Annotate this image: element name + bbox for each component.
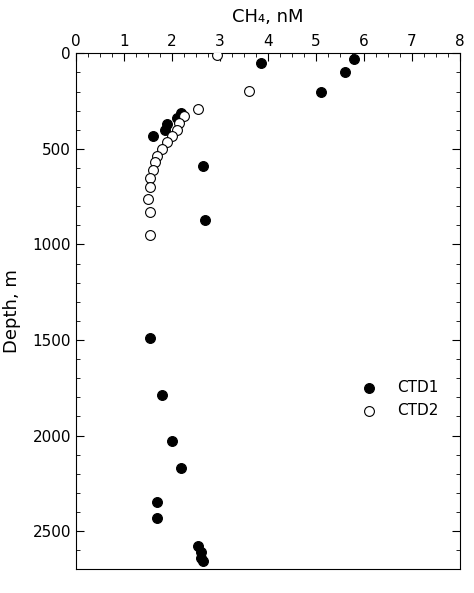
CTD1: [350, 55, 358, 64]
CTD2: [144, 194, 152, 203]
CTD2: [245, 86, 252, 95]
CTD1: [149, 131, 156, 141]
CTD2: [214, 50, 221, 60]
CTD2: [146, 173, 154, 182]
CTD1: [158, 391, 166, 400]
CTD1: [197, 547, 204, 557]
X-axis label: CH₄, nM: CH₄, nM: [232, 8, 303, 27]
CTD1: [178, 463, 185, 473]
CTD2: [146, 183, 154, 192]
CTD1: [168, 436, 175, 446]
CTD2: [173, 125, 181, 135]
CTD2: [175, 119, 183, 128]
CTD2: [154, 151, 161, 160]
CTD2: [149, 165, 156, 175]
CTD2: [163, 138, 171, 147]
CTD1: [154, 513, 161, 522]
CTD1: [161, 125, 168, 135]
CTD1: [257, 58, 264, 68]
CTD1: [146, 333, 154, 343]
CTD1: [194, 541, 202, 551]
CTD2: [158, 144, 166, 154]
CTD1: [173, 114, 181, 123]
CTD2: [180, 111, 188, 121]
CTD1: [341, 68, 348, 77]
CTD1: [201, 215, 209, 224]
CTD2: [168, 132, 175, 141]
CTD1: [197, 553, 204, 563]
CTD1: [199, 556, 207, 565]
CTD1: [317, 87, 324, 96]
CTD1: [154, 498, 161, 507]
Legend: CTD1, CTD2: CTD1, CTD2: [348, 374, 445, 424]
Y-axis label: Depth, m: Depth, m: [3, 269, 21, 353]
CTD2: [146, 207, 154, 216]
CTD1: [199, 161, 207, 171]
CTD1: [163, 119, 171, 129]
CTD2: [194, 104, 202, 113]
CTD1: [178, 108, 185, 117]
CTD2: [146, 230, 154, 240]
CTD2: [151, 158, 159, 167]
